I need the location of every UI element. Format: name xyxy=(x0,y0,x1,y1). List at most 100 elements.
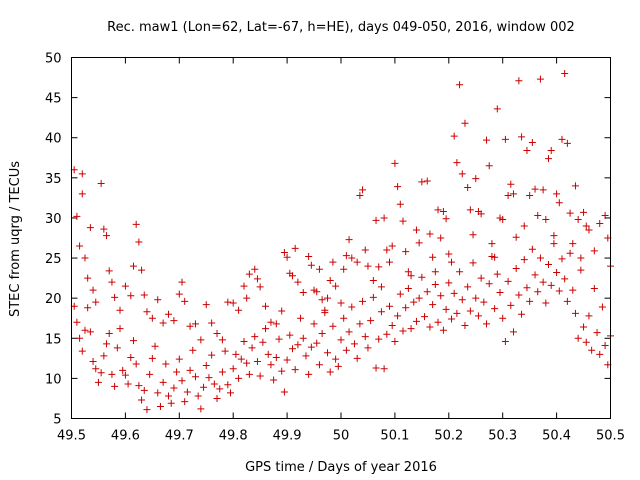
x-tick-label: 49.7 xyxy=(165,429,194,444)
data-point xyxy=(493,270,501,278)
data-point xyxy=(302,352,310,360)
data-point xyxy=(412,226,420,234)
data-point xyxy=(127,354,135,362)
data-point xyxy=(555,199,563,207)
data-point xyxy=(81,254,89,262)
data-point xyxy=(386,302,394,310)
data-point xyxy=(178,377,186,385)
data-point xyxy=(439,326,447,334)
data-point xyxy=(272,354,280,362)
data-point xyxy=(116,306,124,314)
data-point xyxy=(369,277,377,285)
data-point xyxy=(332,282,340,290)
data-point xyxy=(175,290,183,298)
data-point xyxy=(240,282,248,290)
data-point xyxy=(394,183,402,191)
data-point xyxy=(272,320,280,328)
data-point xyxy=(456,268,464,276)
data-point xyxy=(526,297,534,305)
data-point xyxy=(299,334,307,342)
data-point xyxy=(267,318,275,326)
data-point xyxy=(485,280,493,288)
data-point xyxy=(542,299,550,307)
data-point xyxy=(547,147,555,155)
data-point xyxy=(186,322,194,330)
data-point xyxy=(97,369,105,377)
data-point xyxy=(332,355,340,363)
data-point xyxy=(167,399,175,407)
y-axis-label: STEC from uqrg / TECUs xyxy=(8,161,23,317)
x-tick-label: 49.9 xyxy=(273,429,302,444)
data-point xyxy=(412,317,420,325)
data-point xyxy=(229,299,237,307)
data-point xyxy=(194,392,202,400)
data-point xyxy=(518,133,526,141)
data-point xyxy=(450,289,458,297)
data-point xyxy=(326,368,334,376)
data-point xyxy=(531,185,539,193)
data-point xyxy=(571,182,579,190)
data-point xyxy=(361,246,369,254)
data-point xyxy=(321,309,329,317)
data-point xyxy=(477,274,485,282)
data-point xyxy=(582,222,590,230)
data-point xyxy=(208,319,216,327)
data-point xyxy=(116,325,124,333)
x-axis-label: GPS time / Days of year 2016 xyxy=(245,460,437,475)
data-point xyxy=(388,321,396,329)
data-point xyxy=(577,254,585,262)
data-point xyxy=(97,179,105,187)
data-point xyxy=(588,346,596,354)
data-point xyxy=(100,225,108,233)
data-point xyxy=(340,314,348,322)
data-point xyxy=(536,254,544,262)
data-point xyxy=(205,374,213,382)
data-point xyxy=(111,293,119,301)
data-point xyxy=(337,336,345,344)
data-point xyxy=(418,178,426,186)
x-tick-label: 50 xyxy=(333,429,350,444)
data-point xyxy=(580,323,588,331)
data-point xyxy=(202,301,210,309)
data-point xyxy=(404,268,412,276)
data-point xyxy=(434,206,442,214)
x-tick-label: 50.2 xyxy=(434,429,463,444)
data-point xyxy=(73,318,81,326)
data-point xyxy=(464,183,472,191)
data-point xyxy=(324,294,332,302)
data-point xyxy=(566,209,574,217)
data-point xyxy=(547,281,555,289)
data-point xyxy=(380,214,388,222)
data-point xyxy=(92,365,100,373)
data-point xyxy=(111,382,119,390)
axis-ticks: 49.5 49.6 49.7 49.8 49.9 50 50.1 50.2 50.3 50.4 50… xyxy=(45,52,625,444)
data-point xyxy=(334,362,342,370)
data-point xyxy=(248,344,256,352)
data-point xyxy=(132,220,140,228)
y-tick-label: 45 xyxy=(45,92,62,107)
data-point xyxy=(531,271,539,279)
data-point xyxy=(553,268,561,276)
data-point xyxy=(359,297,367,305)
data-point xyxy=(367,317,375,325)
data-point xyxy=(369,293,377,301)
data-point xyxy=(213,394,221,402)
data-point xyxy=(288,272,296,280)
data-point xyxy=(555,287,563,295)
data-point xyxy=(135,238,143,246)
data-point xyxy=(345,328,353,336)
data-point xyxy=(580,208,588,216)
data-point xyxy=(78,190,86,198)
data-point xyxy=(105,267,113,275)
data-point xyxy=(202,362,210,370)
data-point xyxy=(286,331,294,339)
data-point xyxy=(550,240,558,248)
data-point xyxy=(388,242,396,250)
data-point xyxy=(485,162,493,170)
data-point xyxy=(488,252,496,260)
data-point xyxy=(313,288,321,296)
data-point xyxy=(539,278,547,286)
data-point xyxy=(512,264,520,272)
data-point xyxy=(86,224,94,232)
data-point xyxy=(423,288,431,296)
